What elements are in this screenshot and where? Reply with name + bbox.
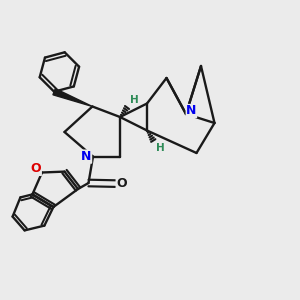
Polygon shape (53, 88, 92, 106)
Text: N: N (186, 104, 197, 118)
Text: H: H (156, 143, 165, 153)
Text: N: N (81, 150, 92, 163)
Text: O: O (116, 177, 127, 190)
Text: O: O (31, 162, 41, 176)
Text: H: H (130, 94, 139, 105)
